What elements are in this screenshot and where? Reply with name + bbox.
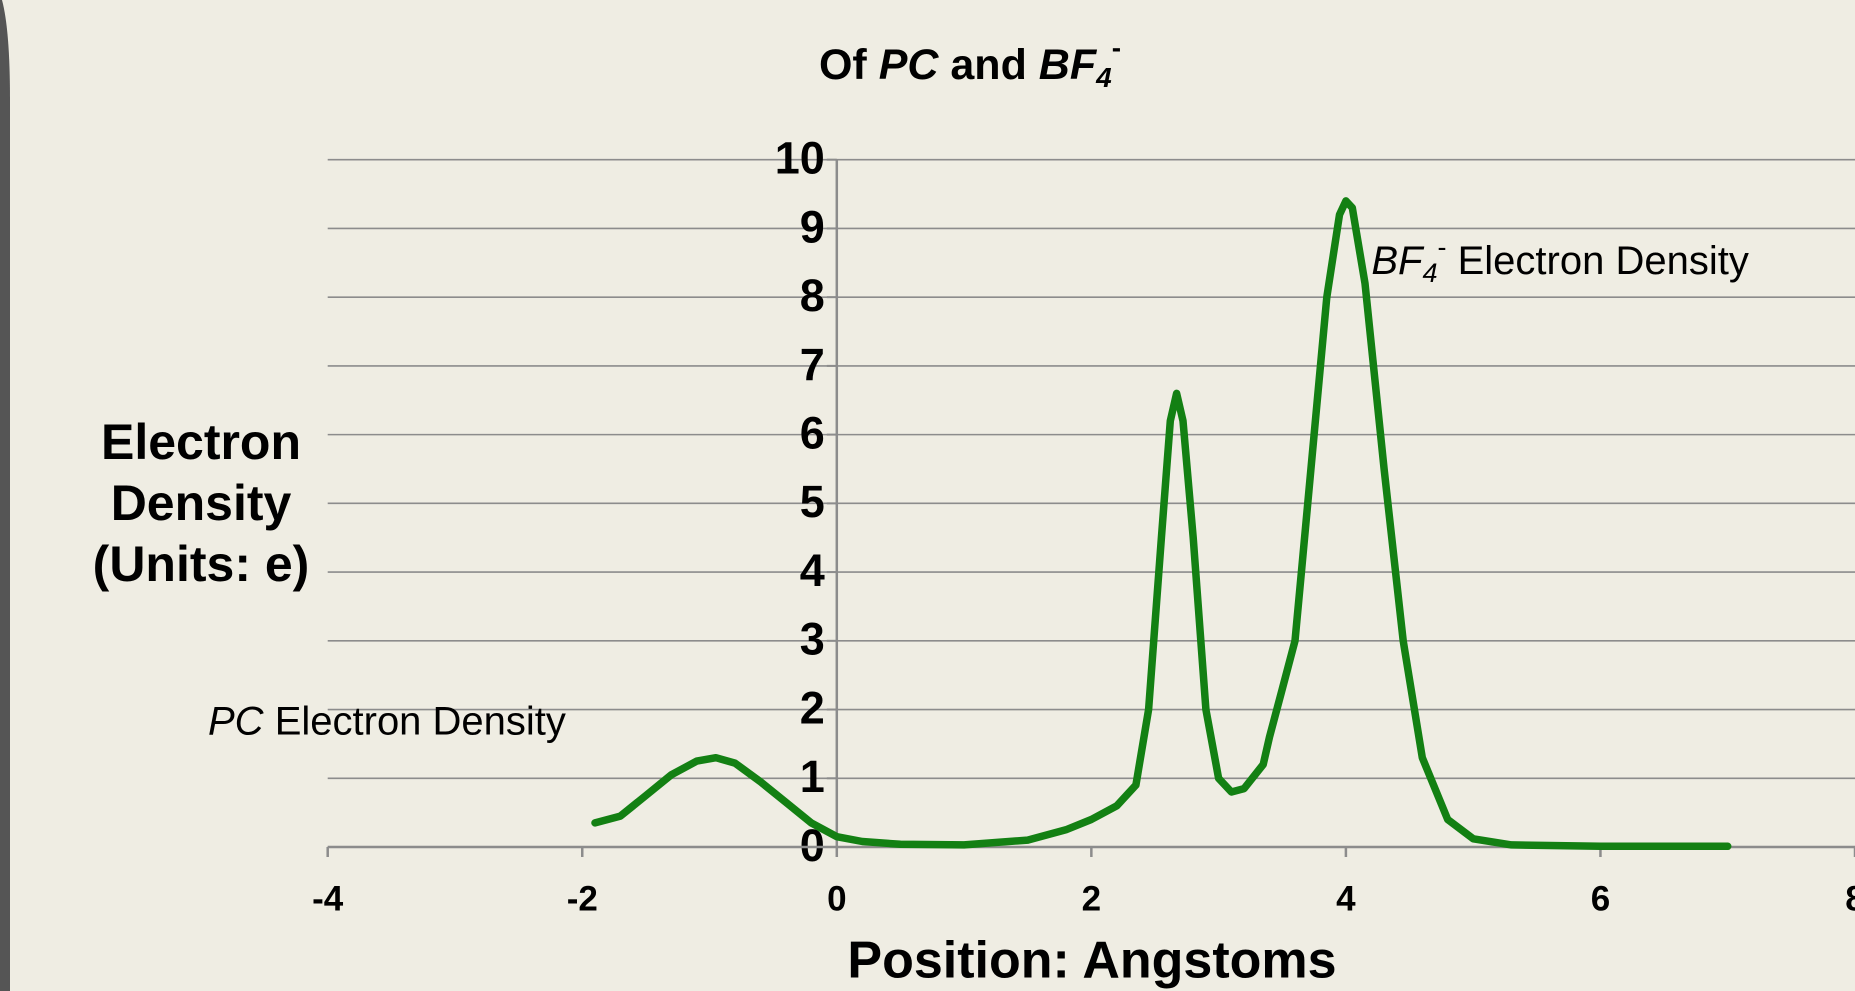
title-part: PC [879, 41, 940, 89]
x-tick-label: 2 [1082, 879, 1101, 918]
x-axis-title: Position: Angstoms [847, 932, 1336, 990]
annotation-part: Electron Density [264, 699, 566, 743]
y-tick-label: 10 [775, 133, 825, 184]
y-tick-label: 6 [800, 408, 825, 459]
y-axis-title-line: Density [111, 475, 292, 531]
annotation-part: - [1438, 232, 1447, 262]
y-tick-label: 5 [800, 476, 825, 527]
y-tick-label: 2 [800, 682, 825, 733]
annotation-part: Electron Density [1447, 238, 1749, 282]
title-part: - [1112, 32, 1121, 63]
slide-edge [0, 0, 10, 991]
y-tick-label: 7 [800, 339, 825, 390]
title-part: BF [1039, 41, 1098, 89]
y-tick-label: 4 [800, 545, 825, 596]
annotation-part: BF [1371, 238, 1425, 282]
y-tick-label: 9 [800, 201, 825, 252]
annotation: PC Electron Density [208, 699, 566, 743]
x-tick-label: 4 [1336, 879, 1356, 918]
x-tick-label: 8 [1845, 879, 1855, 918]
x-tick-label: 0 [827, 879, 846, 918]
chart-title: Of PC and BF4- [819, 32, 1121, 93]
data-line [591, 197, 1732, 851]
y-axis-title-line: (Units: e) [93, 536, 310, 592]
title-part: 4 [1095, 62, 1112, 93]
title-part: Of [819, 41, 879, 89]
annotation-part: PC [208, 699, 265, 743]
x-tick-label: -4 [312, 879, 344, 918]
y-tick-label: 3 [800, 614, 825, 665]
x-tick-label: -2 [567, 879, 598, 918]
annotation-part: 4 [1422, 258, 1437, 288]
y-tick-label: 8 [800, 270, 825, 321]
y-axis-title-line: Electron [101, 414, 301, 470]
x-tick-label: 6 [1591, 879, 1610, 918]
annotation: BF4- Electron Density [1371, 232, 1749, 288]
title-part: and [938, 41, 1038, 89]
y-tick-label: 1 [800, 751, 825, 802]
